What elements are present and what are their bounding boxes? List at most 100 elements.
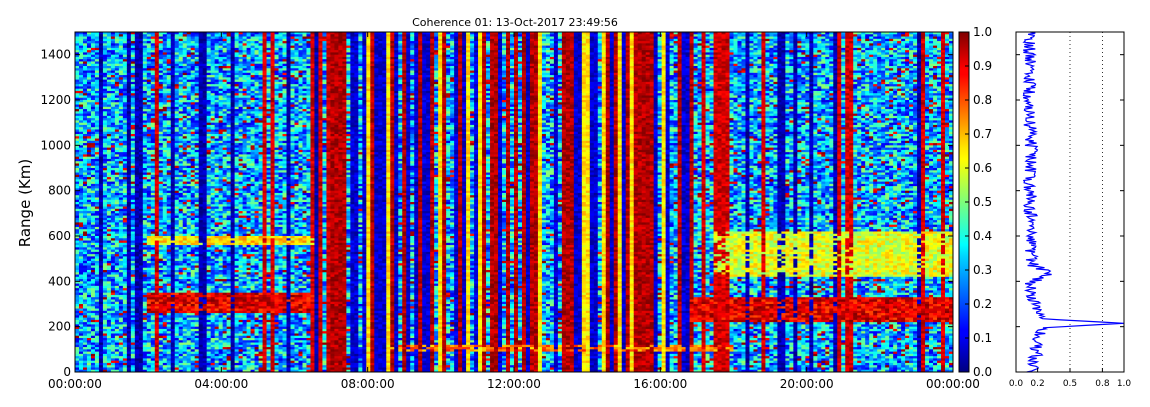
heatmap-cell — [206, 86, 212, 90]
heatmap-cell — [122, 304, 128, 307]
heatmap-cell — [86, 161, 92, 164]
heatmap-cell — [130, 358, 136, 362]
heatmap-cell — [170, 138, 176, 142]
heatmap-cell — [78, 38, 84, 42]
heatmap-cell — [146, 56, 152, 60]
heatmap-cell — [78, 143, 84, 146]
heatmap-cell — [158, 347, 164, 350]
heatmap-cell — [114, 313, 120, 316]
heatmap-cell — [134, 95, 140, 99]
heatmap-cell — [178, 106, 184, 110]
heatmap-cell — [150, 254, 156, 257]
heatmap-cell — [154, 258, 160, 262]
heatmap-cell — [178, 306, 184, 309]
heatmap-cell — [138, 43, 144, 46]
heatmap-cell — [158, 254, 164, 257]
heatmap-cell — [122, 113, 128, 117]
heatmap-cell — [82, 45, 88, 49]
heatmap-cell — [150, 90, 156, 94]
heatmap-cell — [182, 34, 188, 37]
heatmap-cell — [198, 41, 204, 44]
heatmap-cell — [154, 229, 160, 232]
heatmap-cell — [190, 342, 196, 346]
heatmap-cell — [162, 41, 168, 44]
heatmap-cell — [150, 358, 156, 362]
heatmap-cell — [75, 294, 80, 298]
heatmap-cell — [114, 308, 120, 312]
heatmap-cell — [154, 276, 160, 280]
heatmap-cell — [138, 294, 144, 298]
heatmap-cell — [166, 134, 172, 137]
heatmap-cell — [170, 369, 176, 373]
heatmap-cell — [78, 315, 84, 318]
heatmap-cell — [134, 272, 140, 275]
heatmap-cell — [202, 186, 208, 189]
heatmap-cell — [194, 183, 200, 187]
heatmap-cell — [182, 322, 188, 325]
heatmap-cell — [186, 328, 192, 332]
heatmap-cell — [118, 367, 124, 371]
heatmap-cell — [146, 369, 152, 373]
heatmap-cell — [130, 222, 136, 226]
heatmap-cell — [98, 204, 104, 207]
heatmap-cell — [86, 265, 92, 269]
heatmap-cell — [126, 56, 132, 60]
heatmap-cell — [146, 204, 152, 207]
heatmap-cell — [202, 190, 208, 194]
heatmap-cell — [182, 163, 188, 167]
heatmap-cell — [142, 220, 148, 223]
heatmap-cell — [150, 161, 156, 164]
heatmap-cell — [130, 95, 136, 99]
heatmap-cell — [82, 145, 88, 148]
heatmap-cell — [114, 124, 120, 128]
heatmap-cell — [130, 38, 136, 42]
heatmap-cell — [94, 333, 100, 337]
heatmap-cell — [90, 163, 96, 167]
heatmap-cell — [122, 102, 128, 105]
heatmap-cell — [75, 199, 80, 203]
heatmap-cell — [150, 202, 156, 205]
heatmap-cell — [166, 195, 172, 198]
heatmap-cell — [110, 106, 116, 110]
heatmap-cell — [194, 161, 200, 164]
heatmap-cell — [166, 165, 172, 169]
heatmap-cell — [162, 224, 168, 228]
heatmap-cell — [75, 120, 80, 124]
heatmap-cell — [198, 181, 204, 185]
heatmap-cell — [126, 143, 132, 146]
heatmap-cell — [174, 72, 180, 76]
heatmap-cell — [114, 290, 120, 294]
heatmap-cell — [142, 183, 148, 187]
heatmap-cell — [126, 226, 132, 230]
heatmap-cell — [150, 226, 156, 230]
heatmap-cell — [134, 360, 140, 364]
heatmap-cell — [82, 120, 88, 124]
heatmap-cell — [134, 172, 140, 176]
heatmap-cell — [190, 183, 196, 187]
heatmap-cell — [190, 328, 196, 332]
heatmap-cell — [82, 258, 88, 262]
heatmap-cell — [126, 145, 132, 148]
heatmap-cell — [142, 328, 148, 332]
heatmap-cell — [98, 356, 104, 359]
heatmap-cell — [98, 111, 104, 114]
heatmap-cell — [86, 344, 92, 348]
heatmap-cell — [138, 75, 144, 78]
heatmap-cell — [90, 206, 96, 210]
heatmap-cell — [98, 358, 104, 362]
heatmap-cell — [178, 338, 184, 341]
heatmap-cell — [98, 154, 104, 158]
heatmap-cell — [98, 86, 104, 90]
heatmap-cell — [114, 270, 120, 273]
heatmap-cell — [126, 342, 132, 346]
heatmap-cell — [90, 202, 96, 205]
heatmap-cell — [130, 52, 136, 56]
heatmap-cell — [142, 152, 148, 155]
heatmap-cell — [106, 206, 112, 210]
heatmap-cell — [122, 136, 128, 139]
heatmap-cell — [138, 265, 144, 269]
heatmap-cell — [110, 84, 116, 87]
heatmap-cell — [90, 177, 96, 180]
heatmap-cell — [90, 104, 96, 108]
heatmap-cell — [150, 115, 156, 119]
